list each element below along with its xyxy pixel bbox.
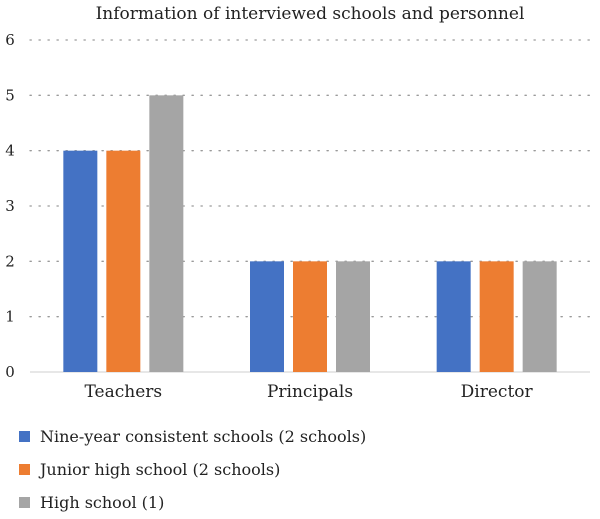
y-tick-label: 2 (5, 252, 15, 270)
chart-title: Information of interviewed schools and p… (96, 4, 525, 24)
x-tick-label: Principals (267, 382, 353, 402)
legend-label: Junior high school (2 schools) (38, 460, 280, 479)
bar (149, 95, 184, 372)
bar (436, 261, 471, 372)
legend-swatch (19, 497, 30, 508)
bar (63, 150, 98, 372)
legend-swatch (19, 431, 30, 442)
y-tick-label: 4 (5, 142, 15, 160)
bar (522, 261, 557, 372)
y-tick-label: 3 (5, 197, 15, 215)
legend-label: Nine-year consistent schools (2 schools) (40, 427, 366, 446)
y-tick-label: 0 (5, 363, 15, 381)
x-tick-label: Director (461, 382, 534, 402)
bar (336, 261, 370, 372)
y-tick-label: 1 (5, 308, 15, 326)
bar (250, 261, 284, 372)
bar (106, 150, 141, 372)
x-axis: Teachers Principals Director (85, 382, 534, 402)
bar (293, 261, 327, 372)
bars (63, 95, 557, 372)
bar (479, 261, 514, 372)
y-tick-label: 6 (5, 31, 15, 49)
legend-swatch (19, 464, 30, 475)
y-tick-label: 5 (5, 86, 15, 104)
legend-label: High school (1) (40, 493, 164, 512)
x-tick-label: Teachers (85, 382, 163, 402)
legend: Nine-year consistent schools (2 schools)… (19, 427, 366, 512)
